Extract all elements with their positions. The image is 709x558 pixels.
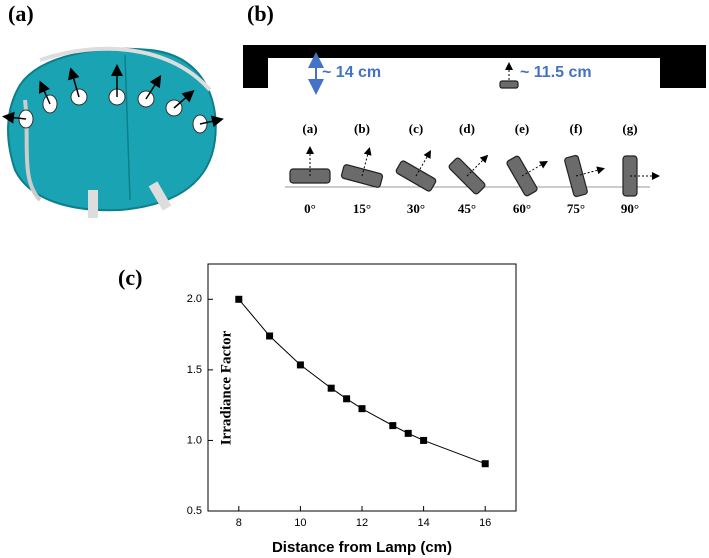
x-tick-label: 10 bbox=[294, 517, 306, 529]
x-axis-label: Distance from Lamp (cm) bbox=[272, 539, 452, 556]
data-point bbox=[327, 384, 335, 392]
normal-arrow bbox=[361, 147, 372, 177]
data-point bbox=[389, 422, 397, 430]
x-tick-label: 14 bbox=[417, 517, 429, 529]
normal-arrow bbox=[575, 166, 605, 177]
data-point bbox=[296, 361, 304, 369]
data-point bbox=[420, 436, 428, 444]
x-tick-label: 12 bbox=[356, 517, 368, 529]
angle-label: 60° bbox=[513, 201, 531, 216]
data-point bbox=[358, 405, 366, 413]
orientation-label: (c) bbox=[409, 121, 423, 136]
panel-label: (b) bbox=[247, 1, 274, 26]
orientation-label: (g) bbox=[622, 121, 637, 136]
x-tick-label: 8 bbox=[236, 517, 242, 529]
angle-label: 45° bbox=[458, 201, 476, 216]
orientation-label: (e) bbox=[515, 121, 529, 136]
orientation-label: (b) bbox=[354, 121, 370, 136]
normal-arrow bbox=[415, 150, 431, 177]
y-tick-label: 1.5 bbox=[187, 364, 202, 376]
data-point bbox=[266, 332, 274, 340]
normal-arrow bbox=[521, 161, 548, 177]
sample-disc bbox=[499, 80, 519, 89]
plot-frame bbox=[207, 263, 517, 512]
angle-label: 0° bbox=[304, 201, 316, 216]
data-point bbox=[343, 395, 351, 403]
x-tick-label: 16 bbox=[479, 517, 491, 529]
data-point bbox=[235, 295, 243, 303]
orientation-label: (a) bbox=[302, 121, 317, 136]
y-tick-label: 0.5 bbox=[187, 505, 202, 517]
y-axis-label: Irradiance Factor bbox=[218, 330, 234, 445]
angle-label: 30° bbox=[407, 201, 425, 216]
orientation-label: (d) bbox=[459, 121, 475, 136]
y-tick-label: 2.0 bbox=[187, 293, 202, 305]
height-label: ~ 11.5 cm bbox=[520, 64, 592, 81]
y-tick-label: 1.0 bbox=[187, 434, 202, 446]
height-label: ~ 14 cm bbox=[322, 64, 381, 81]
lamp-housing bbox=[243, 45, 706, 88]
data-point bbox=[404, 429, 412, 437]
angle-label: 75° bbox=[567, 201, 585, 216]
data-line bbox=[238, 298, 486, 465]
mask-photo bbox=[2, 46, 224, 218]
panel-label: (a) bbox=[8, 1, 34, 26]
angle-label: 90° bbox=[621, 201, 639, 216]
data-point bbox=[481, 460, 489, 468]
panel-label: (c) bbox=[118, 265, 142, 290]
angle-label: 15° bbox=[353, 201, 371, 216]
normal-arrow bbox=[466, 154, 489, 177]
orientation-label: (f) bbox=[570, 121, 583, 136]
